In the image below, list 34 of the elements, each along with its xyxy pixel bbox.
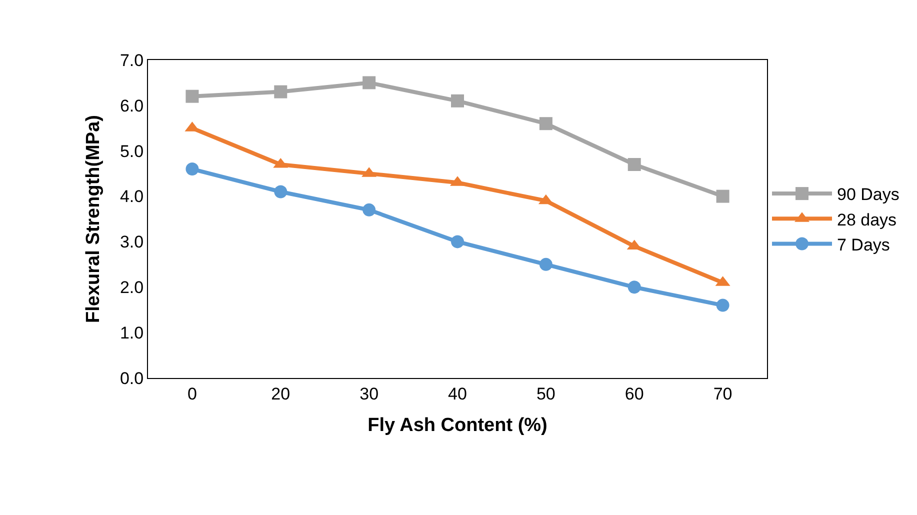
x-tick-label: 50 [536, 384, 556, 404]
y-axis-title: Flexural Strength(MPa) [82, 115, 104, 323]
x-tick-label: 70 [713, 384, 732, 404]
point [362, 203, 376, 216]
x-tick-label: 0 [187, 384, 197, 404]
point [451, 94, 464, 108]
point [362, 76, 376, 90]
x-tick-label: 20 [271, 384, 290, 404]
y-tick-label: 5.0 [120, 142, 144, 161]
point [274, 85, 288, 98]
point [539, 258, 552, 271]
point [716, 190, 730, 203]
x-tick-label: 40 [448, 384, 467, 404]
legend-label: 90 Days [837, 185, 900, 204]
point [186, 90, 199, 103]
x-tick-label: 60 [624, 384, 644, 404]
point [186, 162, 199, 176]
y-tick-label: 7.0 [120, 50, 144, 70]
y-tick-label: 0.0 [120, 368, 144, 388]
y-tick-label: 6.0 [120, 96, 144, 116]
point [274, 185, 288, 198]
point [628, 280, 641, 294]
y-tick-label: 1.0 [120, 324, 144, 343]
y-tick-label: 4.0 [120, 187, 144, 206]
x-tick-label: 30 [360, 384, 379, 404]
y-tick-label: 3.0 [120, 232, 144, 252]
point [716, 298, 730, 312]
legend-label: 28 days [837, 210, 897, 230]
legend-label: 7 Days [837, 235, 890, 254]
y-tick-label: 2.0 [120, 278, 144, 298]
point [628, 158, 641, 171]
point [451, 235, 464, 248]
x-axis-title: Fly Ash Content (%) [368, 415, 548, 436]
point [539, 117, 552, 130]
